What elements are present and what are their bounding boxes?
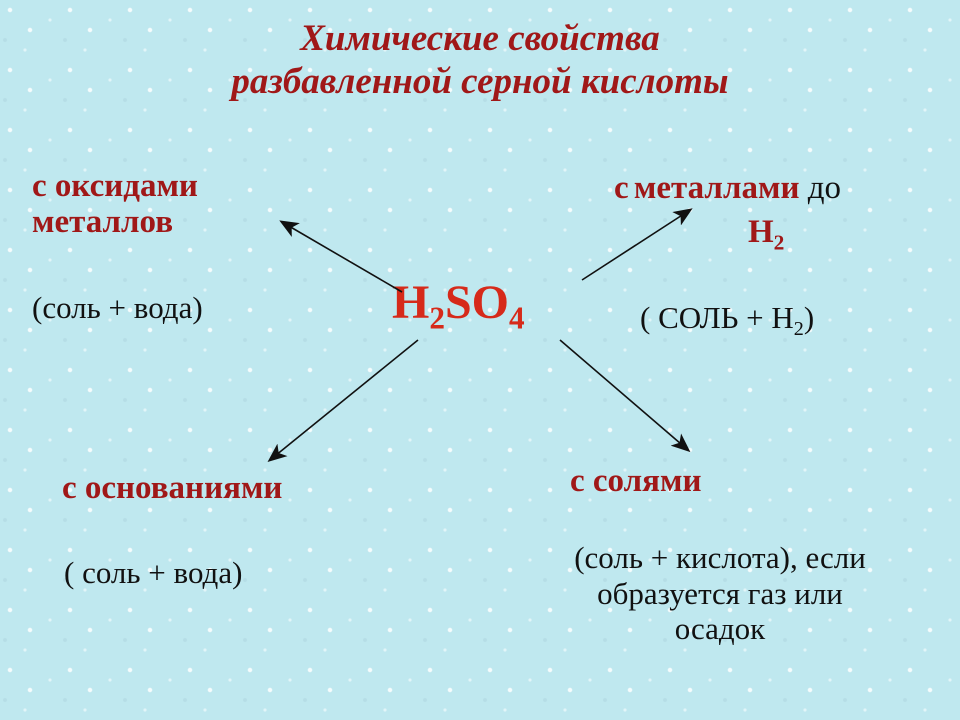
node-label-bottom-left: с основаниями <box>62 470 282 506</box>
title-line-1: Химические свойства <box>0 18 960 61</box>
node-label-bottom-right: с солями <box>570 463 701 499</box>
arrow-top-left <box>282 222 402 292</box>
node-result-bottom-left: ( соль + вода) <box>64 555 242 591</box>
center-formula: H2SO4 <box>392 275 525 330</box>
arrow-bottom-right <box>560 340 688 450</box>
arrow-bottom-left <box>270 340 418 460</box>
node-result-top-right: ( СОЛЬ + Н2) <box>640 300 814 336</box>
arrow-top-right <box>582 210 690 280</box>
node-label2-top-right: H2 <box>748 214 784 250</box>
diagram-title: Химические свойства разбавленной серной … <box>0 18 960 103</box>
node-result-bottom-right: (соль + кислота), еслиобразуется газ или… <box>520 540 920 647</box>
diagram-canvas: Химические свойства разбавленной серной … <box>0 0 960 720</box>
node-label-top-right: с металлами до <box>614 170 841 206</box>
node-result-top-left: (соль + вода) <box>32 290 203 326</box>
title-line-2: разбавленной серной кислоты <box>0 61 960 104</box>
node-label-top-left: с оксидамиметаллов <box>32 168 198 241</box>
